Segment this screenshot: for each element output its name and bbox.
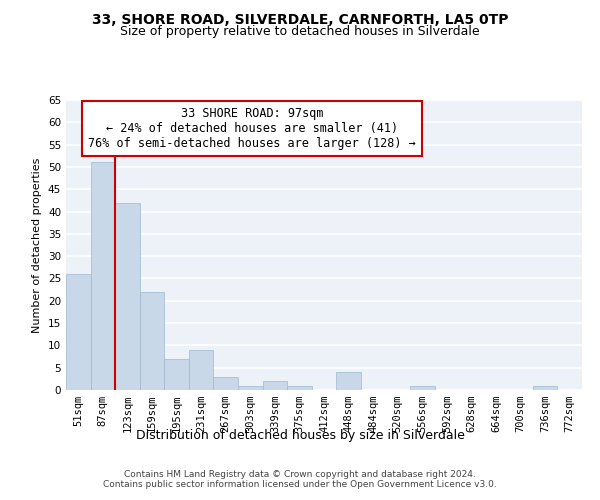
Bar xyxy=(66,274,91,390)
Bar xyxy=(410,386,434,390)
Bar xyxy=(263,381,287,390)
Bar xyxy=(91,162,115,390)
Bar xyxy=(238,386,263,390)
Bar xyxy=(533,386,557,390)
Text: Contains public sector information licensed under the Open Government Licence v3: Contains public sector information licen… xyxy=(103,480,497,489)
Bar xyxy=(336,372,361,390)
Bar xyxy=(164,359,189,390)
Y-axis label: Number of detached properties: Number of detached properties xyxy=(32,158,43,332)
Text: 33, SHORE ROAD, SILVERDALE, CARNFORTH, LA5 0TP: 33, SHORE ROAD, SILVERDALE, CARNFORTH, L… xyxy=(92,12,508,26)
Text: 33 SHORE ROAD: 97sqm
← 24% of detached houses are smaller (41)
76% of semi-detac: 33 SHORE ROAD: 97sqm ← 24% of detached h… xyxy=(88,108,416,150)
Bar xyxy=(287,386,312,390)
Text: Distribution of detached houses by size in Silverdale: Distribution of detached houses by size … xyxy=(136,428,464,442)
Text: Size of property relative to detached houses in Silverdale: Size of property relative to detached ho… xyxy=(120,25,480,38)
Bar xyxy=(214,376,238,390)
Bar xyxy=(115,202,140,390)
Bar xyxy=(140,292,164,390)
Bar xyxy=(189,350,214,390)
Text: Contains HM Land Registry data © Crown copyright and database right 2024.: Contains HM Land Registry data © Crown c… xyxy=(124,470,476,479)
